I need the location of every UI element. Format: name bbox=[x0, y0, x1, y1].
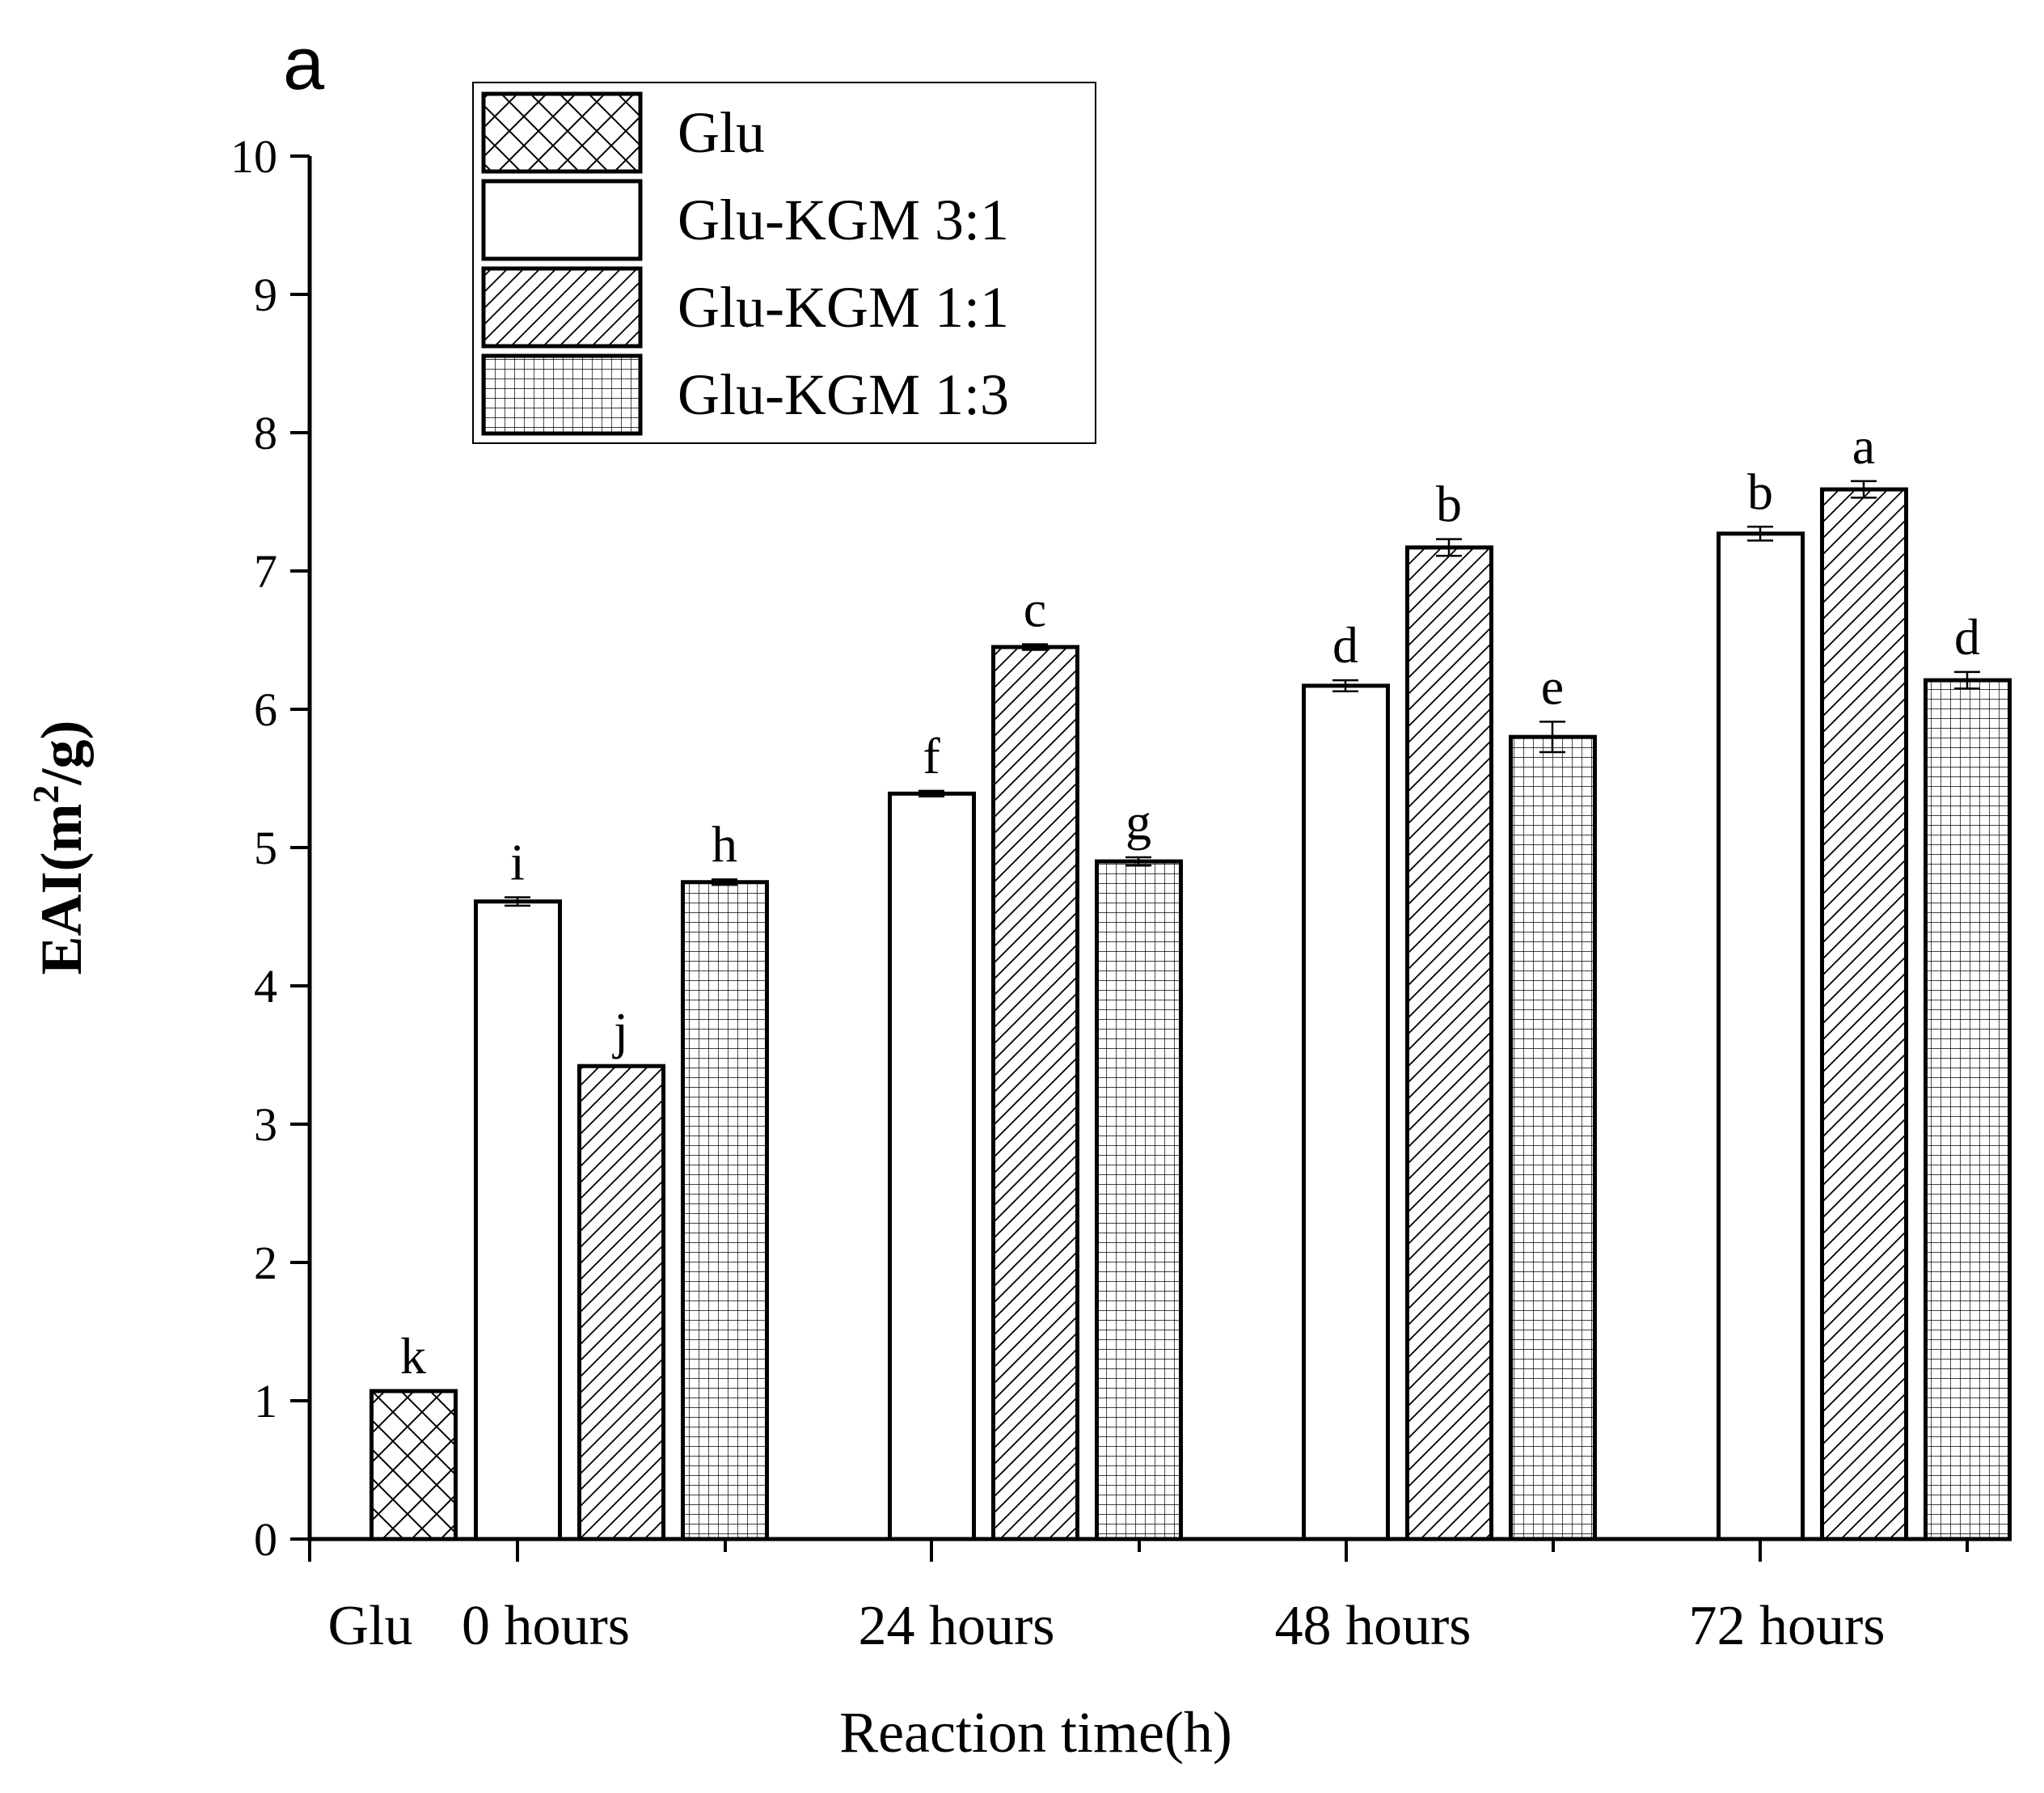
y-tick-label: 5 bbox=[254, 822, 277, 874]
significance-letter: b bbox=[1436, 476, 1462, 533]
bar bbox=[1509, 734, 1597, 1541]
legend-swatch bbox=[481, 266, 643, 349]
bar bbox=[577, 1064, 665, 1541]
legend-label: Glu bbox=[678, 100, 765, 165]
bar bbox=[1717, 531, 1805, 1541]
y-ticks: 0 1 2 3 4 5 6 7 8 9 10 bbox=[230, 130, 310, 1566]
bar bbox=[370, 1389, 458, 1541]
y-tick-label: 8 bbox=[254, 407, 277, 459]
panel-label: a bbox=[283, 23, 325, 105]
x-ticks: Glu 0 hours 24 hours 48 hours 72 hours bbox=[308, 1539, 1969, 1657]
bar bbox=[1405, 545, 1493, 1541]
bar bbox=[888, 791, 976, 1541]
y-tick-label: 0 bbox=[254, 1513, 277, 1566]
bar bbox=[991, 645, 1079, 1541]
bar bbox=[1095, 859, 1183, 1541]
significance-letter: i bbox=[510, 834, 525, 891]
x-axis-label: Reaction time(h) bbox=[839, 1700, 1232, 1765]
bar bbox=[681, 880, 769, 1541]
x-tick-label: 24 hours bbox=[858, 1595, 1054, 1657]
y-tick-label: 7 bbox=[254, 545, 277, 598]
significance-letter: c bbox=[1024, 581, 1046, 638]
y-axis-label-tail: /g) bbox=[29, 721, 94, 786]
significance-letter: h bbox=[712, 815, 737, 873]
bar bbox=[474, 899, 562, 1541]
y-tick-label: 1 bbox=[254, 1375, 277, 1427]
y-tick-label: 2 bbox=[254, 1237, 277, 1289]
legend-label: Glu-KGM 1:3 bbox=[678, 362, 1009, 427]
significance-letter: f bbox=[923, 727, 940, 784]
legend-label: Glu-KGM 3:1 bbox=[678, 188, 1009, 252]
x-tick-label: 72 hours bbox=[1688, 1595, 1885, 1657]
y-tick-label: 9 bbox=[254, 269, 277, 321]
legend-label: Glu-KGM 1:1 bbox=[678, 275, 1009, 340]
y-tick-label: 3 bbox=[254, 1098, 277, 1151]
significance-letter: a bbox=[1852, 417, 1875, 475]
bar bbox=[1820, 487, 1908, 1541]
significance-letter: d bbox=[1332, 616, 1358, 674]
bars: k i f d b j c b a h g e d bbox=[370, 417, 2012, 1541]
significance-letter: g bbox=[1125, 793, 1151, 851]
legend-swatch bbox=[481, 91, 643, 174]
bar bbox=[1302, 683, 1390, 1541]
y-tick-label: 10 bbox=[230, 130, 277, 183]
significance-letter: j bbox=[612, 1002, 628, 1059]
significance-letter: k bbox=[400, 1327, 426, 1385]
significance-letter: b bbox=[1747, 463, 1773, 520]
y-axis-label: EAI(m2/g) bbox=[25, 721, 94, 975]
x-tick-label: 48 hours bbox=[1274, 1595, 1471, 1657]
legend: Glu Glu-KGM 3:1 Glu-KGM 1:1 Glu-KGM 1:3 bbox=[472, 82, 1096, 444]
significance-letter: e bbox=[1541, 658, 1564, 715]
y-tick-label: 4 bbox=[254, 960, 277, 1013]
legend-swatch bbox=[481, 179, 643, 261]
legend-swatch bbox=[481, 353, 643, 436]
y-axis-label-main: EAI(m bbox=[29, 803, 94, 975]
significance-letter: d bbox=[1954, 608, 1980, 666]
x-tick-label: 0 hours bbox=[462, 1595, 630, 1657]
y-tick-label: 6 bbox=[254, 683, 277, 736]
x-tick-label: Glu bbox=[328, 1595, 413, 1657]
y-axis-label-sup: 2 bbox=[25, 784, 66, 803]
bar bbox=[1924, 678, 2012, 1541]
